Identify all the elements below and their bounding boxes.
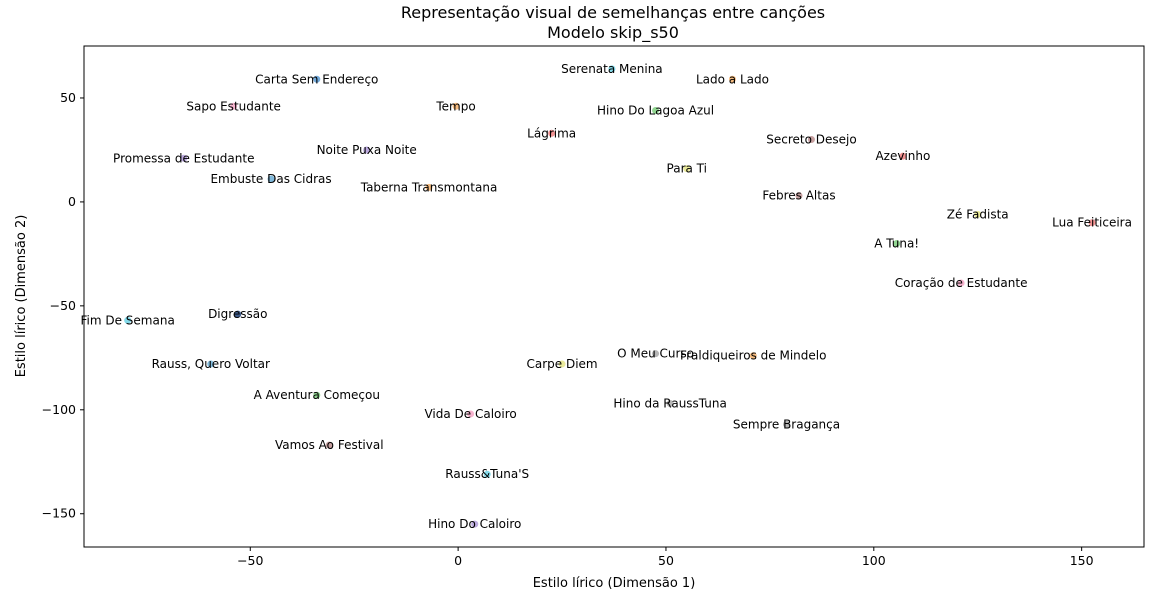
data-point	[325, 441, 333, 449]
point-label: Noite Puxa Noite	[317, 143, 417, 157]
x-tick-label: 0	[454, 553, 462, 568]
data-point	[230, 102, 238, 110]
point-label: Hino Do Caloiro	[428, 517, 521, 531]
data-point	[548, 129, 556, 137]
plot-area	[83, 45, 1145, 548]
point-label: Para Ti	[667, 162, 707, 176]
data-point	[608, 65, 616, 73]
point-label: Secreto Desejo	[766, 133, 856, 147]
data-point	[483, 470, 491, 478]
point-label: A Aventura Começou	[254, 388, 380, 402]
point-label: Fim De Semana	[80, 313, 174, 327]
point-label: Promessa de Estudante	[113, 151, 254, 165]
data-point	[363, 146, 371, 154]
data-point	[652, 106, 660, 114]
point-label: Vamos Ao Festival	[275, 438, 384, 452]
data-point	[893, 239, 901, 247]
data-point	[957, 279, 965, 287]
data-point	[467, 410, 475, 418]
point-label: Carta Sem Endereço	[255, 72, 378, 86]
data-point	[267, 175, 275, 183]
point-label: Rauss&Tuna'S	[445, 467, 529, 481]
y-tick-label: 50	[60, 90, 76, 105]
y-axis-label: Estilo lírico (Dimensão 2)	[14, 215, 29, 378]
y-tick-label: −50	[50, 298, 76, 313]
chart-subtitle: Modelo skip_s50	[547, 23, 679, 43]
point-label: Sapo Estudante	[186, 99, 281, 113]
y-tick-label: −150	[42, 506, 76, 521]
data-point	[207, 360, 215, 368]
data-point	[1088, 219, 1096, 227]
y-tick-label: −100	[42, 402, 76, 417]
point-label: Vida De Caloiro	[424, 407, 516, 421]
point-label: Embuste Das Cidras	[210, 172, 331, 186]
data-point	[795, 192, 803, 200]
data-point	[783, 420, 791, 428]
point-labels: Carta Sem Endereço Sapo Estudante Tempo Ser…	[80, 62, 1131, 531]
data-point	[471, 520, 479, 528]
point-label: Lado a Lado	[696, 72, 769, 86]
point-label: A Tuna!	[874, 236, 919, 250]
x-tick-label: 50	[658, 553, 674, 568]
data-point	[666, 400, 674, 408]
point-label: Zé Fadista	[947, 207, 1009, 221]
data-point	[425, 183, 433, 191]
data-point	[974, 210, 982, 218]
point-label: Lágrima	[527, 126, 576, 140]
point-label: Digressão	[208, 307, 267, 321]
x-tick-label: 150	[1070, 553, 1094, 568]
x-axis-label: Estilo lírico (Dimensão 1)	[533, 576, 696, 591]
data-point	[558, 360, 566, 368]
point-label: Coração de Estudante	[895, 276, 1028, 290]
data-point	[899, 152, 907, 160]
point-label: Azevinho	[875, 149, 930, 163]
data-point	[683, 165, 691, 173]
data-point	[313, 391, 321, 399]
data-point	[749, 352, 757, 360]
data-point	[807, 136, 815, 144]
data-point	[180, 154, 188, 162]
data-point	[652, 350, 660, 358]
point-label: Fraldiqueiros de Mindelo	[680, 349, 826, 363]
x-tick-label: 100	[862, 553, 886, 568]
point-label: Tempo	[435, 99, 475, 113]
data-point	[313, 75, 321, 83]
data-points	[124, 65, 1096, 528]
data-point	[452, 102, 460, 110]
point-label: O Meu Curso	[617, 347, 694, 361]
y-tick-label: 0	[68, 194, 76, 209]
chart-title: Representação visual de semelhanças entr…	[401, 3, 825, 22]
point-label: Lua Feiticeira	[1052, 216, 1132, 230]
point-label: Sempre Bragança	[733, 417, 840, 431]
x-tick-label: −50	[237, 553, 263, 568]
point-label: Taberna Transmontana	[360, 180, 498, 194]
point-label: Febres Altas	[762, 189, 835, 203]
data-point	[234, 310, 242, 318]
point-label: Serenata Menina	[561, 62, 663, 76]
x-axis: −50 0 50 100 150	[237, 547, 1094, 568]
data-point	[124, 316, 132, 324]
point-label: Carpe Diem	[526, 357, 597, 371]
point-label: Hino da RaussTuna	[613, 397, 727, 411]
y-axis: −150 −100 −50 0 50	[42, 90, 84, 521]
point-label: Rauss, Quero Voltar	[152, 357, 270, 371]
data-point	[728, 75, 736, 83]
point-label: Hino Do Lagoa Azul	[597, 103, 714, 117]
